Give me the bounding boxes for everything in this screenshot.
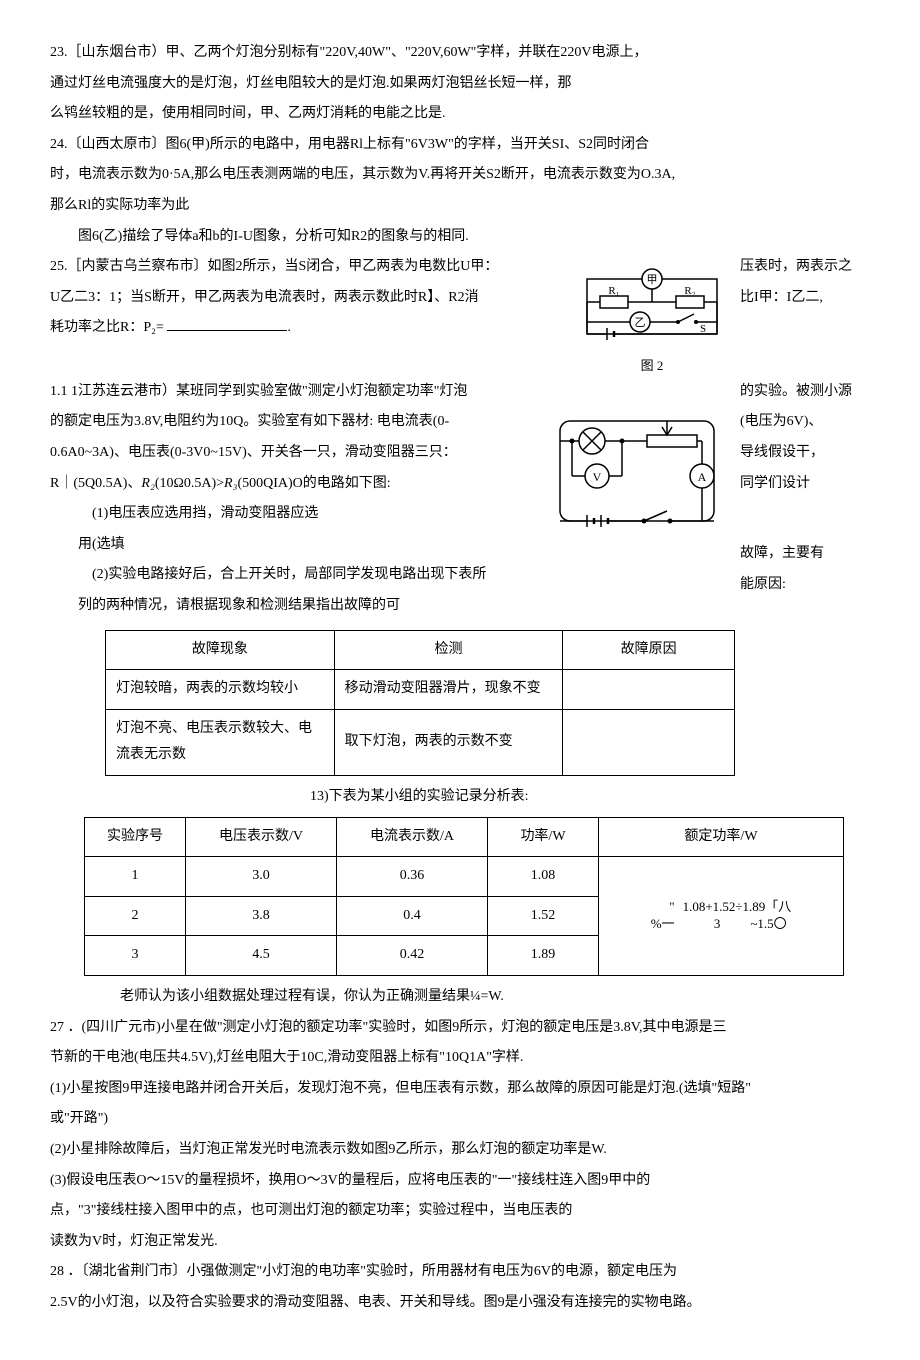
dt-md: 3 [687,916,747,933]
q24-line3: 那么Rl的实际功率为此 [50,193,870,220]
q25-left1: 25.［内蒙古乌兰察布市〕如图2所示，当S闭合，甲乙两表为电数比U甲： [50,254,572,281]
q26-right1: 的实验。被测小源 [740,379,870,406]
fault-r2c1: 灯泡不亮、电压表示数较大、电流表无示数 [106,709,335,775]
circuit1-svg: 甲 R₁ R₂ 乙 S [582,254,722,354]
fault-r1c2: 移动滑动变阻器滑片，现象不变 [334,670,563,710]
table-row: 故障现象 检测 故障原因 [106,630,735,670]
fault-r2c2: 取下灯泡，两表的示数不变 [334,709,563,775]
q26-row: 1.1 1江苏连云港市）某班同学到实验室做"测定小灯泡额定功率"灯泡 的额定电压… [50,379,870,624]
circuit2-svg: V A [552,411,722,541]
q26-sub1: (1)电压表应选用挡，滑动变阻器应选 [50,501,542,528]
r2-label: R₂ [684,285,695,297]
q28-line1: 28 ．〔湖北省荆门市〕小强做测定"小灯泡的电功率"实验时，所用器材有电压为6V… [50,1259,870,1286]
q24-line4: 图6(乙)描绘了导体a和b的I-U图象，分析可知R2的图象与的相同. [50,224,870,251]
fault-r1c3 [563,670,735,710]
q26-l4-r2: R₂ [141,476,154,491]
table-row: 灯泡较暗，两表的示数均较小 移动滑动变阻器滑片，现象不变 [106,670,735,710]
fault-h2: 检测 [334,630,563,670]
table-row: 实验序号 电压表示数/V 电流表示数/A 功率/W 额定功率/W [85,817,844,857]
q25-row: 25.［内蒙古乌兰察布市〕如图2所示，当S闭合，甲乙两表为电数比U甲： U乙二3… [50,254,870,379]
q27-line2: 节新的干电池(电压共4.5V),灯丝电阻大于10C,滑动变阻器上标有"10Q1A… [50,1045,870,1072]
dt-r2c1: 2 [85,896,186,936]
fault-table: 故障现象 检测 故障原因 灯泡较暗，两表的示数均较小 移动滑动变阻器滑片，现象不… [105,630,735,776]
q26-left1: 1.1 1江苏连云港市）某班同学到实验室做"测定小灯泡额定功率"灯泡 [50,379,542,406]
dt-r2c2: 3.8 [186,896,337,936]
q26-right4: 同学们设计 [740,471,870,498]
circuit-figure-1: 甲 R₁ R₂ 乙 S [582,254,722,379]
q27-sub2: (2)小星排除故障后，当灯泡正常发光时电流表示数如图9乙所示，那么灯泡的额定功率… [50,1137,870,1164]
dt-h2: 电压表示数/V [186,817,337,857]
ammeter-label: A [698,470,707,484]
table-row: 1 3.0 0.36 1.08 " %一 1.08+1.52÷1.89「八 3 … [85,857,844,897]
q25-left3-text: 耗功率之比R：P₂= [50,320,167,335]
q26-right6: 能原因: [740,572,870,599]
dt-r2c3: 0.4 [337,896,488,936]
fault-r1c1: 灯泡较暗，两表的示数均较小 [106,670,335,710]
q27-line1: 27 ．(四川广元市)小星在做"测定小灯泡的额定功率"实验时，如图9所示，灯泡的… [50,1015,870,1042]
fault-h3: 故障原因 [563,630,735,670]
q23-line3: 么鸨丝较粗的是，使用相同时间，甲、乙两灯消耗的电能之比是. [50,101,870,128]
q28-line2: 2.5V的小灯泡，以及符合实验要求的滑动变阻器、电表、开关和导线。图9是小强没有… [50,1290,870,1317]
blank-line [167,316,287,331]
q26-right5: 故障，主要有 [740,541,870,568]
dt-h5: 额定功率/W [599,817,844,857]
q27-sub3c: 读数为V时，灯泡正常发光. [50,1229,870,1256]
fault-r2c3 [563,709,735,775]
dt-r1c2: 3.0 [186,857,337,897]
q27-sub3b: 点，"3"接线柱接入图甲中的点，也可测出灯泡的额定功率；实验过程中，当电压表的 [50,1198,870,1225]
q26-left2: 的额定电压为3.8V,电阻约为10Q。实验室有如下器材: 电电流表(0- [50,409,542,436]
q26-left3: 0.6A0~3A)、电压表(0-3V0~15V)、开关各一只，滑动变阻器三只： [50,440,542,467]
dt-r1c4: 1.08 [488,857,599,897]
voltmeter-label: V [593,470,602,484]
dt-r1c1: 1 [85,857,186,897]
dt-r2c4: 1.52 [488,896,599,936]
dt-h3: 电流表示数/A [337,817,488,857]
q26-left4: R｜(5Q0.5A)、R₂(10Ω0.5A)>R₃(500QIA)O的电路如下图… [50,471,542,498]
data-table-caption: 13)下表为某小组的实验记录分析表: [150,784,870,811]
dt-r1c3: 0.36 [337,857,488,897]
q26-sub1b: 用(选填 [50,532,542,559]
dt-h1: 实验序号 [85,817,186,857]
table-row: 灯泡不亮、电压表示数较大、电流表无示数 取下灯泡，两表的示数不变 [106,709,735,775]
q27-sub1b: 或"开路") [50,1106,870,1133]
circuit-figure-2: V A [552,379,722,541]
r1-label: R₁ [608,285,619,297]
q25-right1: 压表时，两表示之 [740,254,870,281]
meter-jia-label: 甲 [647,274,658,286]
data-table: 实验序号 电压表示数/V 电流表示数/A 功率/W 额定功率/W 1 3.0 0… [84,817,844,976]
dt-mc: 1.08+1.52÷1.89「八 [683,899,792,916]
q25-left3: 耗功率之比R：P₂= . [50,315,572,342]
dt-ma: " [651,899,675,916]
q26-l4-pre: R｜(5Q0.5A)、 [50,476,141,491]
dt-r3c3: 0.42 [337,936,488,976]
meter-yi-label: 乙 [635,316,646,329]
q25-right2: 比I甲：I乙二, [740,285,870,312]
dt-r3c4: 1.89 [488,936,599,976]
q26-l4-mid: (10Ω0.5A)> [155,476,224,491]
q26-l4-r3: R₃ [224,476,237,491]
q26-right3: 导线假设干， [740,440,870,467]
q26-right2: (电压为6V)、 [740,409,870,436]
q25-left2: U乙二3：1；当S断开，甲乙两表为电流表时，两表示数此时R】、R2消 [50,285,572,312]
q26-sub2b: 列的两种情况，请根据现象和检测结果指出故障的可 [50,593,542,620]
q23-line2: 通过灯丝电流强度大的是灯泡，灯丝电阻较大的是灯泡.如果两灯泡铝丝长短一样，那 [50,71,870,98]
q27-sub1a: (1)小星按图9甲连接电路并闭合开关后，发现灯泡不亮，但电压表有示数，那么故障的… [50,1076,870,1103]
q26-sub2a: (2)实验电路接好后，合上开关时，局部同学发现电路出现下表所 [50,562,542,589]
q26-end: 老师认为该小组数据处理过程有误，你认为正确测量结果¼=W. [50,984,870,1011]
dt-mb: %一 [651,916,675,933]
dt-h4: 功率/W [488,817,599,857]
fig2-label: 图 2 [582,354,722,379]
q24-line2: 时，电流表示数为0·5A,那么电压表测两端的电压，其示数为V.再将开关S2断开，… [50,162,870,189]
dt-r3c1: 3 [85,936,186,976]
fault-h1: 故障现象 [106,630,335,670]
q27-sub3a: (3)假设电压表O〜15V的量程损坏，换用O〜3V的量程后，应将电压表的"一"接… [50,1168,870,1195]
dt-r3c2: 4.5 [186,936,337,976]
q24-line1: 24.〔山西太原市〕图6(甲)所示的电路中，用电器Rl上标有"6V3W"的字样，… [50,132,870,159]
dt-me: ~1.5〇 [750,916,786,931]
q23-line1: 23.［山东烟台市）甲、乙两个灯泡分别标有"220V,40W"、"220V,60… [50,40,870,67]
q26-l4-post: (500QIA)O的电路如下图: [237,476,390,491]
dt-merged: " %一 1.08+1.52÷1.89「八 3 ~1.5〇 [599,857,844,976]
switch-s-label: S [700,323,706,335]
